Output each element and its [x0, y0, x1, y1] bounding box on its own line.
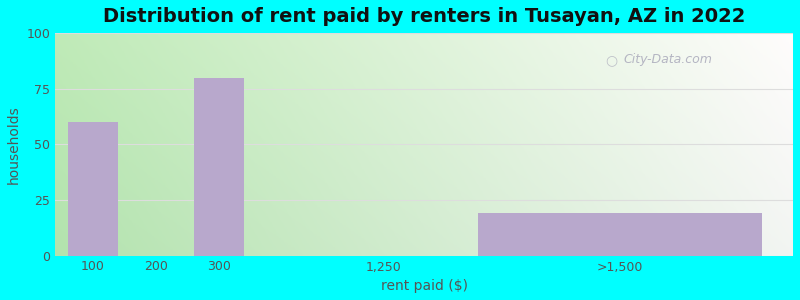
- Bar: [68, 122, 118, 256]
- Bar: [478, 213, 762, 256]
- Text: ○: ○: [605, 53, 617, 67]
- Title: Distribution of rent paid by renters in Tusayan, AZ in 2022: Distribution of rent paid by renters in …: [103, 7, 746, 26]
- X-axis label: rent paid ($): rent paid ($): [381, 279, 468, 293]
- Bar: [194, 78, 245, 256]
- Y-axis label: households: households: [7, 105, 21, 184]
- Text: City-Data.com: City-Data.com: [623, 53, 712, 66]
